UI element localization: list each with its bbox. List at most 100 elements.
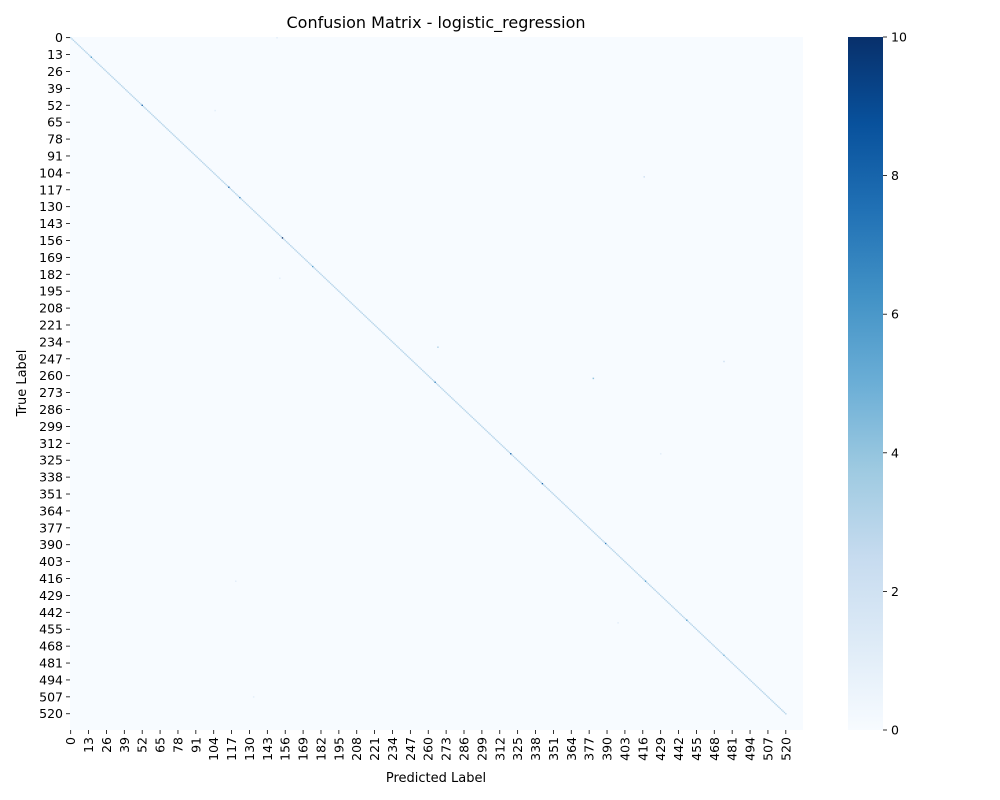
diagonal-cell — [101, 66, 104, 69]
diagonal-cell — [552, 493, 555, 495]
diagonal-cell — [655, 590, 658, 593]
diagonal-cell — [699, 632, 702, 634]
diagonal-cell — [439, 386, 442, 389]
diagonal-cell — [119, 83, 121, 86]
diagonal-cell — [292, 247, 295, 250]
diagonal-cell — [152, 115, 154, 117]
diagonal-cell — [420, 368, 423, 370]
diagonal-cell — [415, 363, 417, 365]
off-diagonal-cell — [437, 346, 439, 348]
diagonal-cell — [160, 122, 163, 125]
y-axis-label: True Label — [15, 350, 30, 418]
diagonal-cell — [578, 518, 581, 520]
diagonal-cell — [680, 614, 683, 616]
x-tick-label: 117 — [224, 737, 239, 761]
diagonal-cell — [735, 666, 738, 668]
diagonal-cell — [405, 354, 407, 356]
diagonal-cell — [251, 208, 253, 211]
y-tick-label: 520 — [39, 706, 63, 721]
diagonal-cell — [358, 310, 361, 312]
diagonal-cell — [518, 460, 520, 463]
diagonal-cell — [380, 330, 383, 333]
diagonal-cell — [210, 169, 212, 172]
diagonal-cell — [776, 705, 779, 707]
diagonal-cell — [280, 235, 282, 238]
diagonal-cell — [408, 356, 410, 359]
diagonal-cell — [373, 324, 376, 326]
diagonal-cell — [554, 494, 556, 497]
diagonal-cell — [661, 596, 663, 598]
diagonal-cell — [600, 538, 603, 541]
diagonal-cell — [79, 46, 82, 48]
diagonal-cell — [717, 649, 720, 651]
diagonal-cell — [721, 653, 724, 655]
diagonal-cell — [772, 701, 775, 703]
diagonal-cell — [448, 394, 450, 396]
diagonal-cell — [628, 564, 630, 567]
diagonal-cell — [723, 654, 725, 656]
diagonal-cell — [177, 138, 179, 140]
diagonal-cell — [534, 476, 537, 478]
diagonal-cell — [186, 147, 189, 149]
diagonal-cell — [739, 670, 742, 672]
diagonal-cell — [453, 399, 456, 402]
diagonal-cell — [450, 397, 453, 399]
diagonal-cell — [350, 302, 352, 304]
y-tick-label: 299 — [39, 419, 63, 434]
diagonal-cell — [261, 217, 263, 220]
colorbar-tick-label: 2 — [891, 584, 899, 599]
diagonal-cell — [562, 502, 564, 504]
y-tick-label: 403 — [39, 554, 63, 569]
diagonal-cell — [501, 445, 504, 447]
off-diagonal-cell — [659, 453, 662, 455]
diagonal-cell — [169, 130, 171, 133]
diagonal-cell — [228, 186, 230, 188]
colorbar-tick-label: 4 — [891, 445, 899, 460]
y-tick-label: 260 — [39, 368, 63, 383]
diagonal-cell — [153, 116, 156, 118]
diagonal-cell — [646, 581, 648, 584]
diagonal-cell — [621, 558, 623, 560]
diagonal-cell — [456, 402, 458, 404]
y-tick-label: 468 — [39, 639, 63, 654]
diagonal-cell — [637, 573, 640, 576]
diagonal-cell — [294, 248, 296, 251]
diagonal-cell — [779, 707, 782, 710]
diagonal-cell — [584, 523, 586, 525]
diagonal-cell — [768, 697, 771, 699]
diagonal-cell — [395, 345, 398, 347]
diagonal-cell — [401, 350, 403, 352]
diagonal-cell — [120, 85, 123, 87]
diagonal-cell — [273, 229, 275, 231]
diagonal-cell — [230, 189, 233, 191]
diagonal-cell — [698, 631, 700, 633]
diagonal-cell — [435, 382, 438, 385]
x-tick-label: 273 — [439, 737, 454, 761]
diagonal-cell — [90, 56, 93, 58]
diagonal-cell — [569, 508, 571, 511]
diagonal-cell — [603, 541, 605, 543]
diagonal-cell — [738, 668, 740, 671]
diagonal-cell — [82, 48, 84, 51]
diagonal-cell — [343, 295, 346, 298]
x-tick-label: 286 — [457, 737, 472, 761]
diagonal-cell — [412, 360, 414, 363]
diagonal-cell — [514, 456, 516, 459]
diagonal-cell — [657, 592, 659, 594]
diagonal-cell — [522, 464, 524, 467]
x-tick-label: 312 — [492, 737, 507, 761]
diagonal-cell — [673, 607, 676, 610]
diagonal-cell — [489, 433, 491, 435]
diagonal-cell — [166, 128, 168, 130]
diagonal-cell — [96, 61, 98, 64]
x-tick-label: 377 — [582, 737, 597, 761]
diagonal-cell — [468, 414, 471, 416]
diagonal-cell — [225, 183, 227, 186]
diagonal-cell — [281, 237, 284, 239]
diagonal-cell — [383, 333, 385, 335]
diagonal-cell — [235, 193, 237, 195]
x-tick-label: 156 — [278, 737, 293, 761]
diagonal-cell — [192, 152, 194, 155]
diagonal-cell — [694, 627, 696, 629]
diagonal-cell — [510, 453, 512, 455]
